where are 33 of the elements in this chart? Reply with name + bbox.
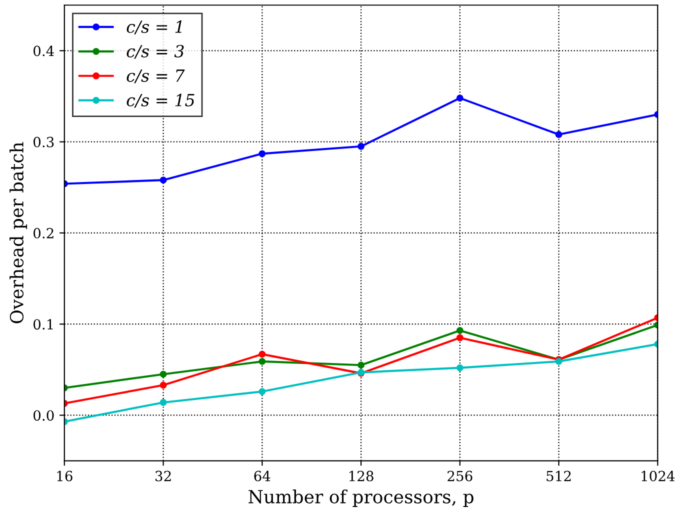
y-tick-label: 0.1 bbox=[34, 319, 53, 330]
x-tick-label: 32 bbox=[156, 470, 171, 482]
point bbox=[258, 150, 266, 158]
x-axis-title: Number of processors, p bbox=[248, 490, 474, 507]
legend-label: c/s = 1 bbox=[126, 20, 182, 34]
point bbox=[160, 382, 167, 389]
point bbox=[160, 176, 167, 184]
x-tick-label: 128 bbox=[349, 470, 374, 482]
legend-label: c/s = 15 bbox=[126, 94, 194, 108]
x-tick-label: 16 bbox=[57, 470, 72, 482]
point bbox=[160, 370, 167, 378]
y-tick-label: 0.3 bbox=[34, 136, 54, 148]
point bbox=[358, 362, 365, 369]
point bbox=[555, 131, 562, 138]
point bbox=[258, 388, 266, 396]
y-tick-label: 0.4 bbox=[34, 46, 54, 56]
point bbox=[456, 364, 464, 372]
y-tick-label: 0.2 bbox=[34, 228, 54, 238]
point bbox=[258, 358, 266, 365]
point bbox=[160, 399, 167, 406]
point bbox=[258, 350, 266, 358]
point bbox=[456, 334, 464, 342]
y-tick-label: 0.0 bbox=[34, 410, 54, 421]
point bbox=[456, 94, 464, 102]
legend-label: c/s = 3 bbox=[126, 44, 184, 59]
legend-label: c/s = 7 bbox=[126, 70, 185, 84]
point bbox=[358, 142, 365, 150]
y-axis-title: Overhead per batch bbox=[10, 142, 28, 324]
x-tick-label: 256 bbox=[448, 470, 472, 482]
x-tick-label: 1024 bbox=[642, 470, 675, 482]
x-tick-label: 64 bbox=[254, 470, 270, 482]
point bbox=[456, 327, 464, 334]
x-tick-label: 512 bbox=[546, 470, 571, 482]
